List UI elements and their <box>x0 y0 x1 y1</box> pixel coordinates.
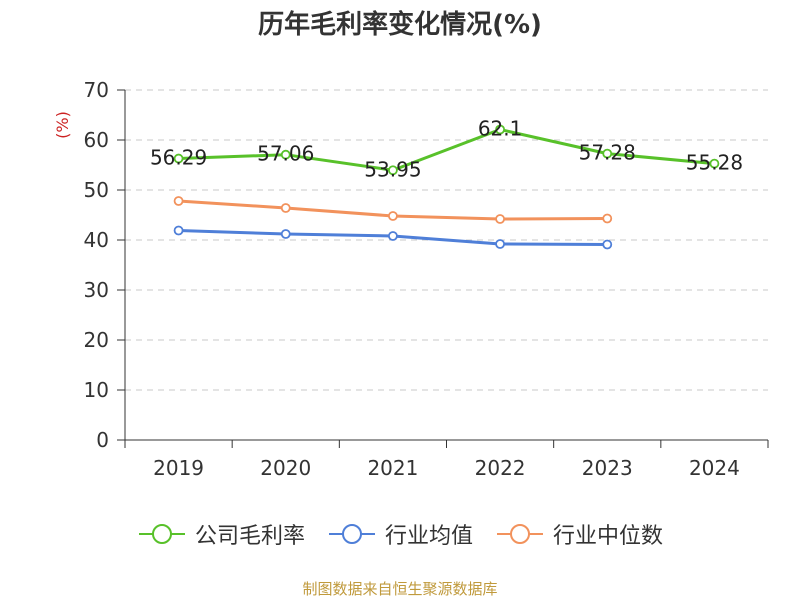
legend-item-industry-median[interactable]: 行业中位数 <box>495 518 663 550</box>
legend-label-industry-median: 行业中位数 <box>553 524 664 549</box>
x-tick-label: 2023 <box>582 456 633 480</box>
data-point <box>602 213 613 224</box>
legend-item-industry-mean[interactable]: 行业均值 <box>327 518 473 550</box>
legend: 公司毛利率 行业均值 行业中位数 <box>0 518 800 550</box>
chart-title: 历年毛利率变化情况(%) <box>258 10 542 40</box>
data-point <box>495 214 505 224</box>
data-label: 56.29 <box>150 146 207 170</box>
x-tick-label: 2021 <box>367 456 418 480</box>
legend-label-industry-mean: 行业均值 <box>384 524 473 549</box>
y-tick-label: 30 <box>84 278 109 302</box>
y-tick-label: 20 <box>84 328 109 352</box>
legend-swatch-company <box>138 524 185 544</box>
y-tick-label: 0 <box>96 428 109 452</box>
data-point <box>173 225 184 236</box>
data-point <box>495 239 505 249</box>
legend-item-company[interactable]: 公司毛利率 <box>137 518 305 550</box>
data-point <box>495 124 505 135</box>
x-tick-label: 2022 <box>475 456 526 480</box>
data-label: 57.28 <box>579 141 636 165</box>
y-tick-label: 50 <box>84 178 109 202</box>
legend-label-company: 公司毛利率 <box>194 524 305 549</box>
data-point <box>388 211 398 221</box>
y-axis-label: (%) <box>53 111 72 139</box>
legend-swatch-industry-median <box>497 524 543 544</box>
data-point <box>173 153 184 164</box>
data-label: 53.95 <box>364 157 421 181</box>
data-source-note: 制图数据来自恒生聚源数据库 <box>302 580 498 598</box>
series-line <box>178 128 715 172</box>
y-tick-label: 40 <box>84 228 109 252</box>
x-tick-label: 2024 <box>689 456 740 480</box>
data-point <box>388 165 398 176</box>
legend-swatch-industry-mean <box>328 524 375 544</box>
y-tick-label: 10 <box>84 378 109 402</box>
data-point <box>709 158 720 169</box>
y-tick-label: 60 <box>84 128 109 152</box>
x-tick-label: 2019 <box>153 456 204 480</box>
data-point <box>280 149 291 160</box>
data-point <box>280 203 291 213</box>
data-label: 57.06 <box>257 142 314 166</box>
data-label: 62.1 <box>478 117 523 141</box>
y-tick-label: 70 <box>84 78 109 102</box>
data-point <box>388 231 398 241</box>
data-point <box>280 229 291 239</box>
data-label: 55.28 <box>686 151 743 175</box>
data-point <box>602 239 613 250</box>
data-point <box>173 196 184 206</box>
data-point <box>602 148 613 159</box>
x-tick-label: 2020 <box>260 456 311 480</box>
